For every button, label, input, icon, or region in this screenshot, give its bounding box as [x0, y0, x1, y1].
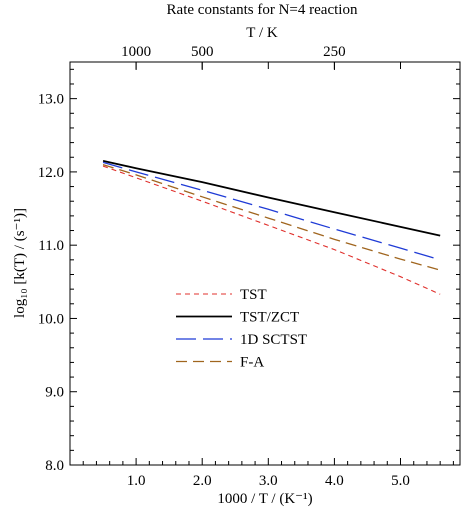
x-tick-label: 1.0	[127, 473, 146, 489]
top-tick-label: 1000	[121, 44, 151, 60]
plot-frame	[69, 61, 461, 466]
y-tick-label: 12.0	[38, 165, 64, 181]
x-tick-label: 5.0	[391, 473, 410, 489]
x-tick-label: 3.0	[259, 473, 278, 489]
top-tick-label: 250	[323, 44, 346, 60]
top-axis-label: T / K	[246, 25, 278, 41]
chart-title: Rate constants for N=4 reaction	[167, 2, 358, 18]
series-line-1d-sctst	[102, 161, 441, 261]
x-tick-label: 2.0	[193, 473, 212, 489]
legend-label-tst: TST	[240, 287, 267, 303]
y-tick-label: 10.0	[38, 311, 64, 327]
legend-label-f-a: F-A	[240, 355, 264, 371]
x-tick-label: 4.0	[325, 473, 344, 489]
top-tick-label: 500	[191, 44, 214, 60]
x-axis-label: 1000 / T / (K⁻¹)	[217, 491, 312, 507]
y-tick-label: 9.0	[45, 385, 64, 401]
series-line-tst-zct	[102, 160, 441, 237]
y-tick-label: 11.0	[38, 238, 64, 254]
y-axis-label: log₁₀ [k(T) / (s⁻¹)]	[12, 208, 28, 318]
legend-label-1d-sctst: 1D SCTST	[240, 332, 307, 348]
series-line-f-a	[102, 163, 441, 271]
y-tick-label: 8.0	[45, 458, 64, 474]
series-line-tst	[102, 165, 441, 295]
y-tick-label: 13.0	[38, 92, 64, 108]
legend-label-tst-zct: TST/ZCT	[240, 310, 299, 326]
